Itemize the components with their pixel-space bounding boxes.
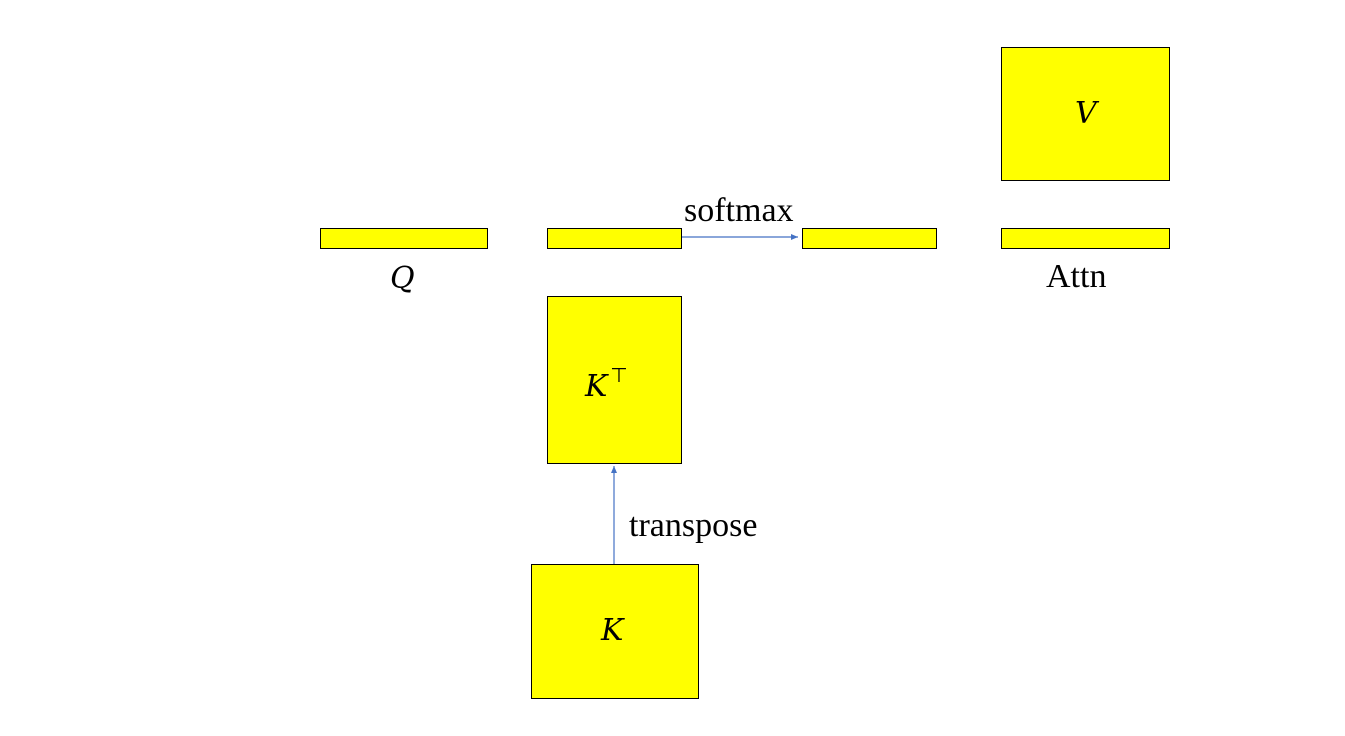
k-transpose-base: K <box>585 369 608 404</box>
v-matrix-box <box>1001 47 1170 181</box>
k-label: K <box>601 613 624 648</box>
k-transpose-label: K ⊤ <box>585 365 628 402</box>
scores-vector-box <box>547 228 682 249</box>
transpose-label: transpose <box>629 507 758 544</box>
softmax-output-box <box>802 228 937 249</box>
transpose-symbol: ⊤ <box>610 363 628 387</box>
v-label: V <box>1075 96 1097 131</box>
q-vector-box <box>320 228 488 249</box>
attn-label: Attn <box>1046 258 1107 295</box>
k-matrix-box <box>531 564 699 699</box>
softmax-label: softmax <box>684 192 794 229</box>
q-label: Q <box>390 261 415 296</box>
attn-vector-box <box>1001 228 1170 249</box>
k-transpose-box <box>547 296 682 464</box>
